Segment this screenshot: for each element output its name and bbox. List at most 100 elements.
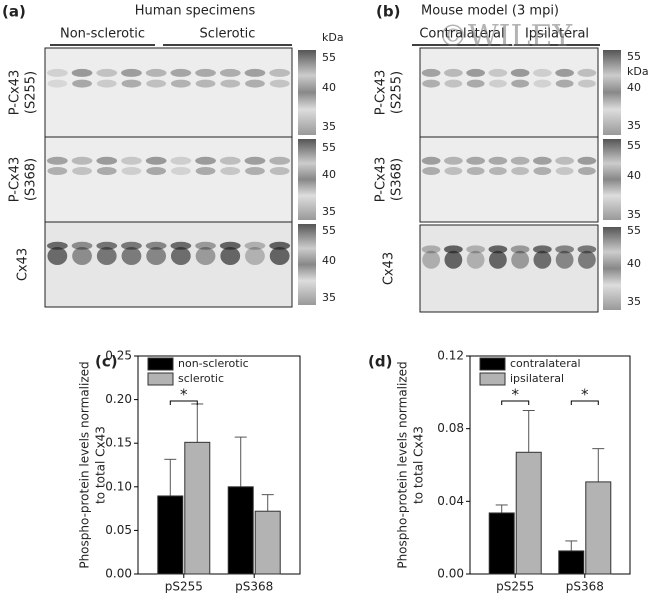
blot-band <box>121 156 142 165</box>
y-tick-label: 0.08 <box>437 421 464 435</box>
plot-frame <box>469 355 631 575</box>
marker-size: 40 <box>322 168 336 181</box>
legend-swatch <box>147 372 174 386</box>
blot-band <box>145 241 167 250</box>
blot-band <box>444 79 463 88</box>
marker-lane <box>298 139 316 220</box>
blot-band <box>269 79 290 88</box>
blot-band <box>511 250 530 269</box>
y-tick-label: 0.20 <box>105 392 132 406</box>
blot-band <box>220 247 241 265</box>
blot-band <box>555 79 574 88</box>
marker-size: 55 <box>322 51 336 64</box>
blot-band <box>121 167 142 175</box>
blot-band <box>195 241 216 250</box>
blot-band <box>488 79 507 88</box>
blot-band <box>170 68 192 77</box>
blot-band <box>269 68 291 77</box>
blot-band <box>245 79 265 88</box>
row-label: (S255) <box>24 71 39 114</box>
marker-size: 35 <box>627 208 641 221</box>
legend-label: contralateral <box>510 357 581 370</box>
blot-band <box>444 245 463 254</box>
blot-band <box>555 68 574 77</box>
marker-size: 40 <box>627 169 641 182</box>
row-label: (S255) <box>390 71 405 114</box>
blot-band <box>72 167 92 175</box>
blot-band <box>533 250 552 269</box>
bar <box>515 451 542 575</box>
blot-band <box>145 156 167 165</box>
blot-title: Human specimens <box>135 4 256 19</box>
blot-band <box>195 167 216 175</box>
blot-band <box>219 241 241 250</box>
group-label: Contralateral <box>419 27 504 42</box>
blot-band <box>488 156 508 165</box>
blot-band <box>269 247 290 265</box>
blot-band <box>269 156 291 165</box>
marker-size: 55 <box>627 224 641 237</box>
blot-band <box>72 247 92 265</box>
group-label: Sclerotic <box>200 27 256 42</box>
blot-band <box>195 156 216 165</box>
blot-band <box>444 156 463 165</box>
blot-band <box>533 79 552 88</box>
blot-band <box>244 68 266 77</box>
significance-star: * <box>511 386 519 404</box>
panel-label: (a) <box>2 3 26 21</box>
blot-band <box>555 167 574 175</box>
blot-band <box>422 250 441 269</box>
blot-band <box>146 247 167 265</box>
blot-band <box>245 167 265 175</box>
marker-size: 35 <box>322 205 336 218</box>
blot-band <box>466 68 485 77</box>
legend-label: sclerotic <box>178 372 224 385</box>
row-label: (S368) <box>24 158 39 201</box>
row-label: Cx43 <box>16 248 31 281</box>
blot-band <box>421 245 441 254</box>
blot-band <box>195 79 216 88</box>
blot-band <box>488 250 507 269</box>
bar <box>227 486 254 575</box>
blot-band <box>121 79 142 88</box>
blot-band <box>533 156 552 165</box>
blot-band <box>488 68 508 77</box>
blot-band <box>47 79 68 88</box>
y-tick-label: 0.15 <box>105 436 132 450</box>
marker-size: 40 <box>322 254 336 267</box>
legend-label: ipsilateral <box>510 372 564 385</box>
blot-title: Mouse model (3 mpi) <box>421 4 559 19</box>
row-label: P-Cx43 <box>374 70 389 116</box>
marker-size: 40 <box>627 257 641 270</box>
blot-band <box>46 68 68 77</box>
bar <box>585 481 612 575</box>
blot-band <box>577 167 596 175</box>
blot-band <box>170 241 192 250</box>
panel-label: (c) <box>95 353 118 371</box>
marker-lane <box>298 224 316 305</box>
blot-band <box>466 250 485 269</box>
blot-band <box>555 245 574 254</box>
y-tick-label: 0.00 <box>437 567 464 581</box>
blot-band <box>421 68 441 77</box>
blot-band <box>72 79 92 88</box>
y-axis-label: Phospho-protein levels normalized <box>396 361 410 568</box>
marker-size: 35 <box>627 295 641 308</box>
blot-band <box>96 79 117 88</box>
blot-band <box>466 79 485 88</box>
blot-band <box>577 245 597 254</box>
marker-size: 40 <box>627 81 641 94</box>
bar <box>184 441 211 575</box>
significance-bracket <box>501 400 530 405</box>
y-axis-label: to total Cx43 <box>94 426 108 504</box>
blot-band <box>71 68 93 77</box>
marker-size: 35 <box>322 120 336 133</box>
row-label: P-Cx43 <box>374 157 389 203</box>
blot-band <box>96 68 118 77</box>
blot-band <box>533 167 552 175</box>
blot-band <box>555 156 574 165</box>
blot-band <box>555 250 574 269</box>
blot-band <box>466 167 485 175</box>
